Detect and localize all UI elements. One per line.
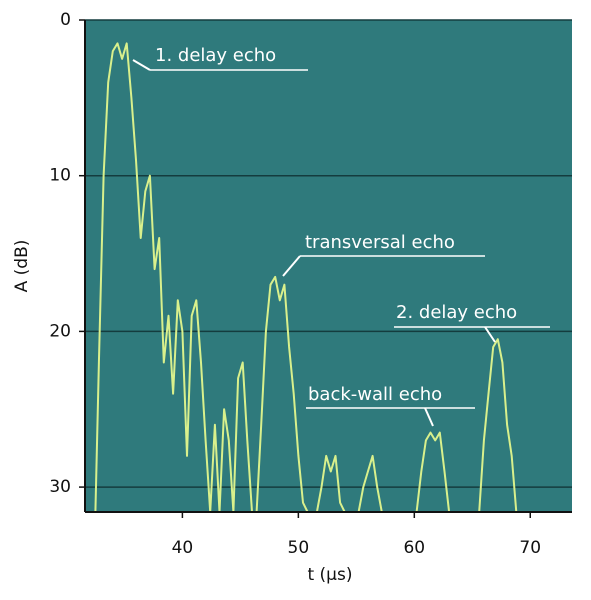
x-tick-label: 40 — [172, 538, 194, 558]
annotation-pointer — [132, 59, 151, 71]
y-axis-label: A (dB) — [12, 240, 32, 293]
annotation-pointer — [282, 255, 301, 277]
annotation: back-wall echo — [308, 384, 442, 405]
x-tick-label: 70 — [519, 538, 541, 558]
plot-background — [85, 20, 572, 512]
annotation: 2. delay echo — [396, 302, 517, 323]
annotation-pointer — [424, 407, 434, 427]
y-tick-label: 0 — [60, 10, 71, 30]
signal-line — [94, 42, 518, 513]
annotation: 1. delay echo — [155, 45, 276, 66]
y-tick-label: 30 — [49, 477, 71, 497]
y-tick-label: 10 — [49, 166, 71, 186]
x-tick-label: 60 — [403, 538, 425, 558]
x-tick-label: 50 — [288, 538, 310, 558]
annotation: transversal echo — [305, 232, 455, 253]
y-tick-label: 20 — [49, 321, 71, 341]
annotation-pointer — [484, 326, 496, 343]
x-axis-label: t (µs) — [307, 565, 352, 585]
